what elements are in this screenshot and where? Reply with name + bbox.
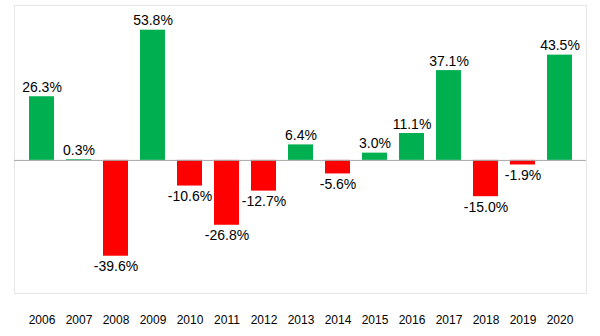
svg-text:2020: 2020 [547,313,574,327]
svg-text:2009: 2009 [140,313,167,327]
svg-text:-26.8%: -26.8% [205,227,249,243]
svg-text:2014: 2014 [325,313,352,327]
svg-text:-1.9%: -1.9% [505,167,542,183]
svg-text:11.1%: 11.1% [393,116,432,132]
svg-text:2012: 2012 [251,313,278,327]
svg-text:2016: 2016 [399,313,426,327]
svg-text:-15.0%: -15.0% [464,199,508,215]
svg-text:53.8%: 53.8% [133,12,173,28]
svg-text:3.0%: 3.0% [359,135,391,151]
svg-text:2017: 2017 [436,313,463,327]
svg-text:2008: 2008 [103,313,130,327]
svg-text:2018: 2018 [473,313,500,327]
svg-text:-10.6%: -10.6% [168,188,212,204]
svg-text:0.3%: 0.3% [63,142,95,158]
svg-text:6.4%: 6.4% [285,127,317,143]
svg-text:-12.7%: -12.7% [242,193,286,209]
svg-text:2013: 2013 [288,313,315,327]
svg-text:2006: 2006 [29,313,56,327]
svg-text:37.1%: 37.1% [429,53,469,69]
svg-text:2007: 2007 [66,313,93,327]
svg-text:-39.6%: -39.6% [94,258,138,274]
svg-text:2019: 2019 [510,313,537,327]
svg-text:-5.6%: -5.6% [320,176,357,192]
svg-text:2015: 2015 [362,313,389,327]
svg-text:2010: 2010 [177,313,204,327]
svg-text:2011: 2011 [214,313,240,327]
svg-text:43.5%: 43.5% [540,37,580,53]
svg-text:26.3%: 26.3% [22,79,62,95]
